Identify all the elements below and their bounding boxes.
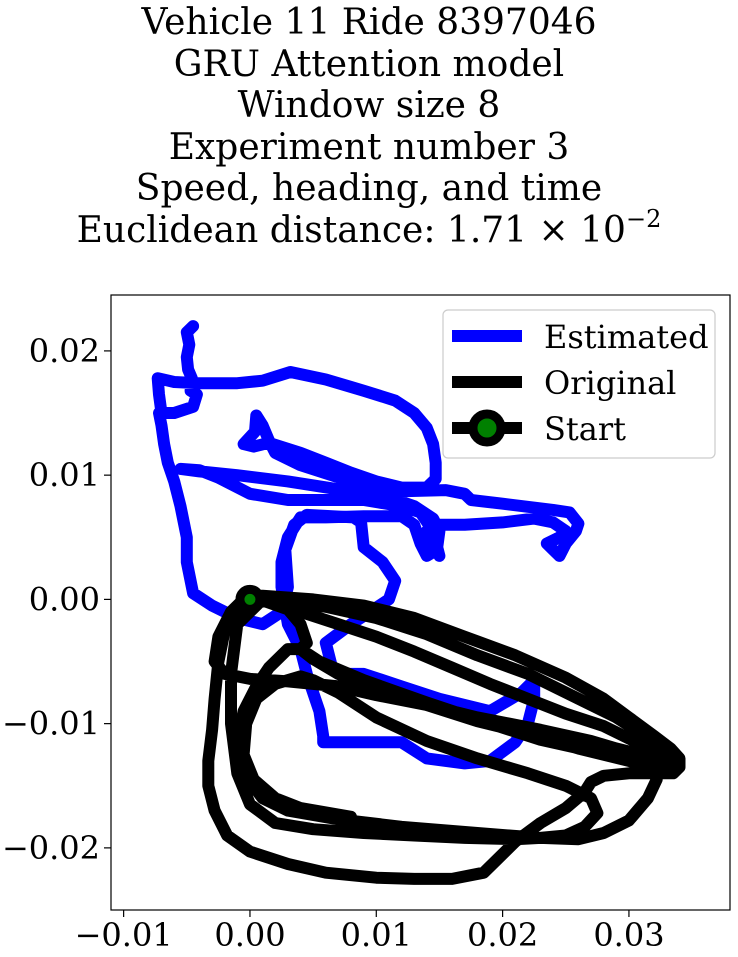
y-tick-label: −0.02: [2, 829, 100, 867]
legend-original-label: Original: [544, 364, 676, 402]
legend: Estimated Original Start: [442, 309, 716, 459]
metric-mantissa: 1.71: [446, 209, 528, 251]
axis-layer: −0.01 0.00 0.01 0.02 0.03 −0.02 −0.01 0.00 0.01 0…: [2, 332, 665, 954]
metric-prefix: Euclidean distance:: [76, 209, 447, 251]
y-tick-label: 0.01: [29, 456, 100, 494]
title-line-3: Window size 8: [237, 85, 501, 126]
y-tick-label: 0.00: [29, 580, 100, 618]
start-marker: [235, 584, 265, 614]
y-tick-label: 0.02: [29, 332, 100, 370]
x-tick-label: 0.02: [467, 916, 538, 954]
legend-estimated-label: Estimated: [544, 318, 709, 356]
x-tick-label: 0.01: [341, 916, 412, 954]
title-line-metric: Euclidean distance: 1.71 × 10−2: [0, 207, 738, 252]
series-layer: [151, 320, 686, 885]
metric-times: ×: [538, 209, 569, 251]
chart-title: Vehicle 11 Ride 8397046 GRU Attention mo…: [0, 2, 738, 251]
x-tick-label: 0.00: [214, 916, 285, 954]
series-line-original: [202, 589, 686, 885]
title-line-2: GRU Attention model: [173, 43, 565, 85]
metric-exponent: −2: [625, 204, 662, 233]
title-line-1: Vehicle 11 Ride 8397046: [141, 2, 597, 43]
title-line-4: Experiment number 3: [168, 126, 570, 168]
y-tick-label: −0.01: [2, 705, 100, 743]
x-tick-label: −0.01: [75, 916, 173, 954]
legend-start-marker: [468, 409, 506, 447]
metric-base: 10: [580, 209, 626, 251]
legend-box: [442, 309, 716, 459]
title-line-5: Speed, heading, and time: [135, 168, 603, 209]
plot-frame: [110, 294, 731, 911]
x-tick-label: 0.03: [593, 916, 664, 954]
legend-start-label: Start: [544, 410, 626, 448]
